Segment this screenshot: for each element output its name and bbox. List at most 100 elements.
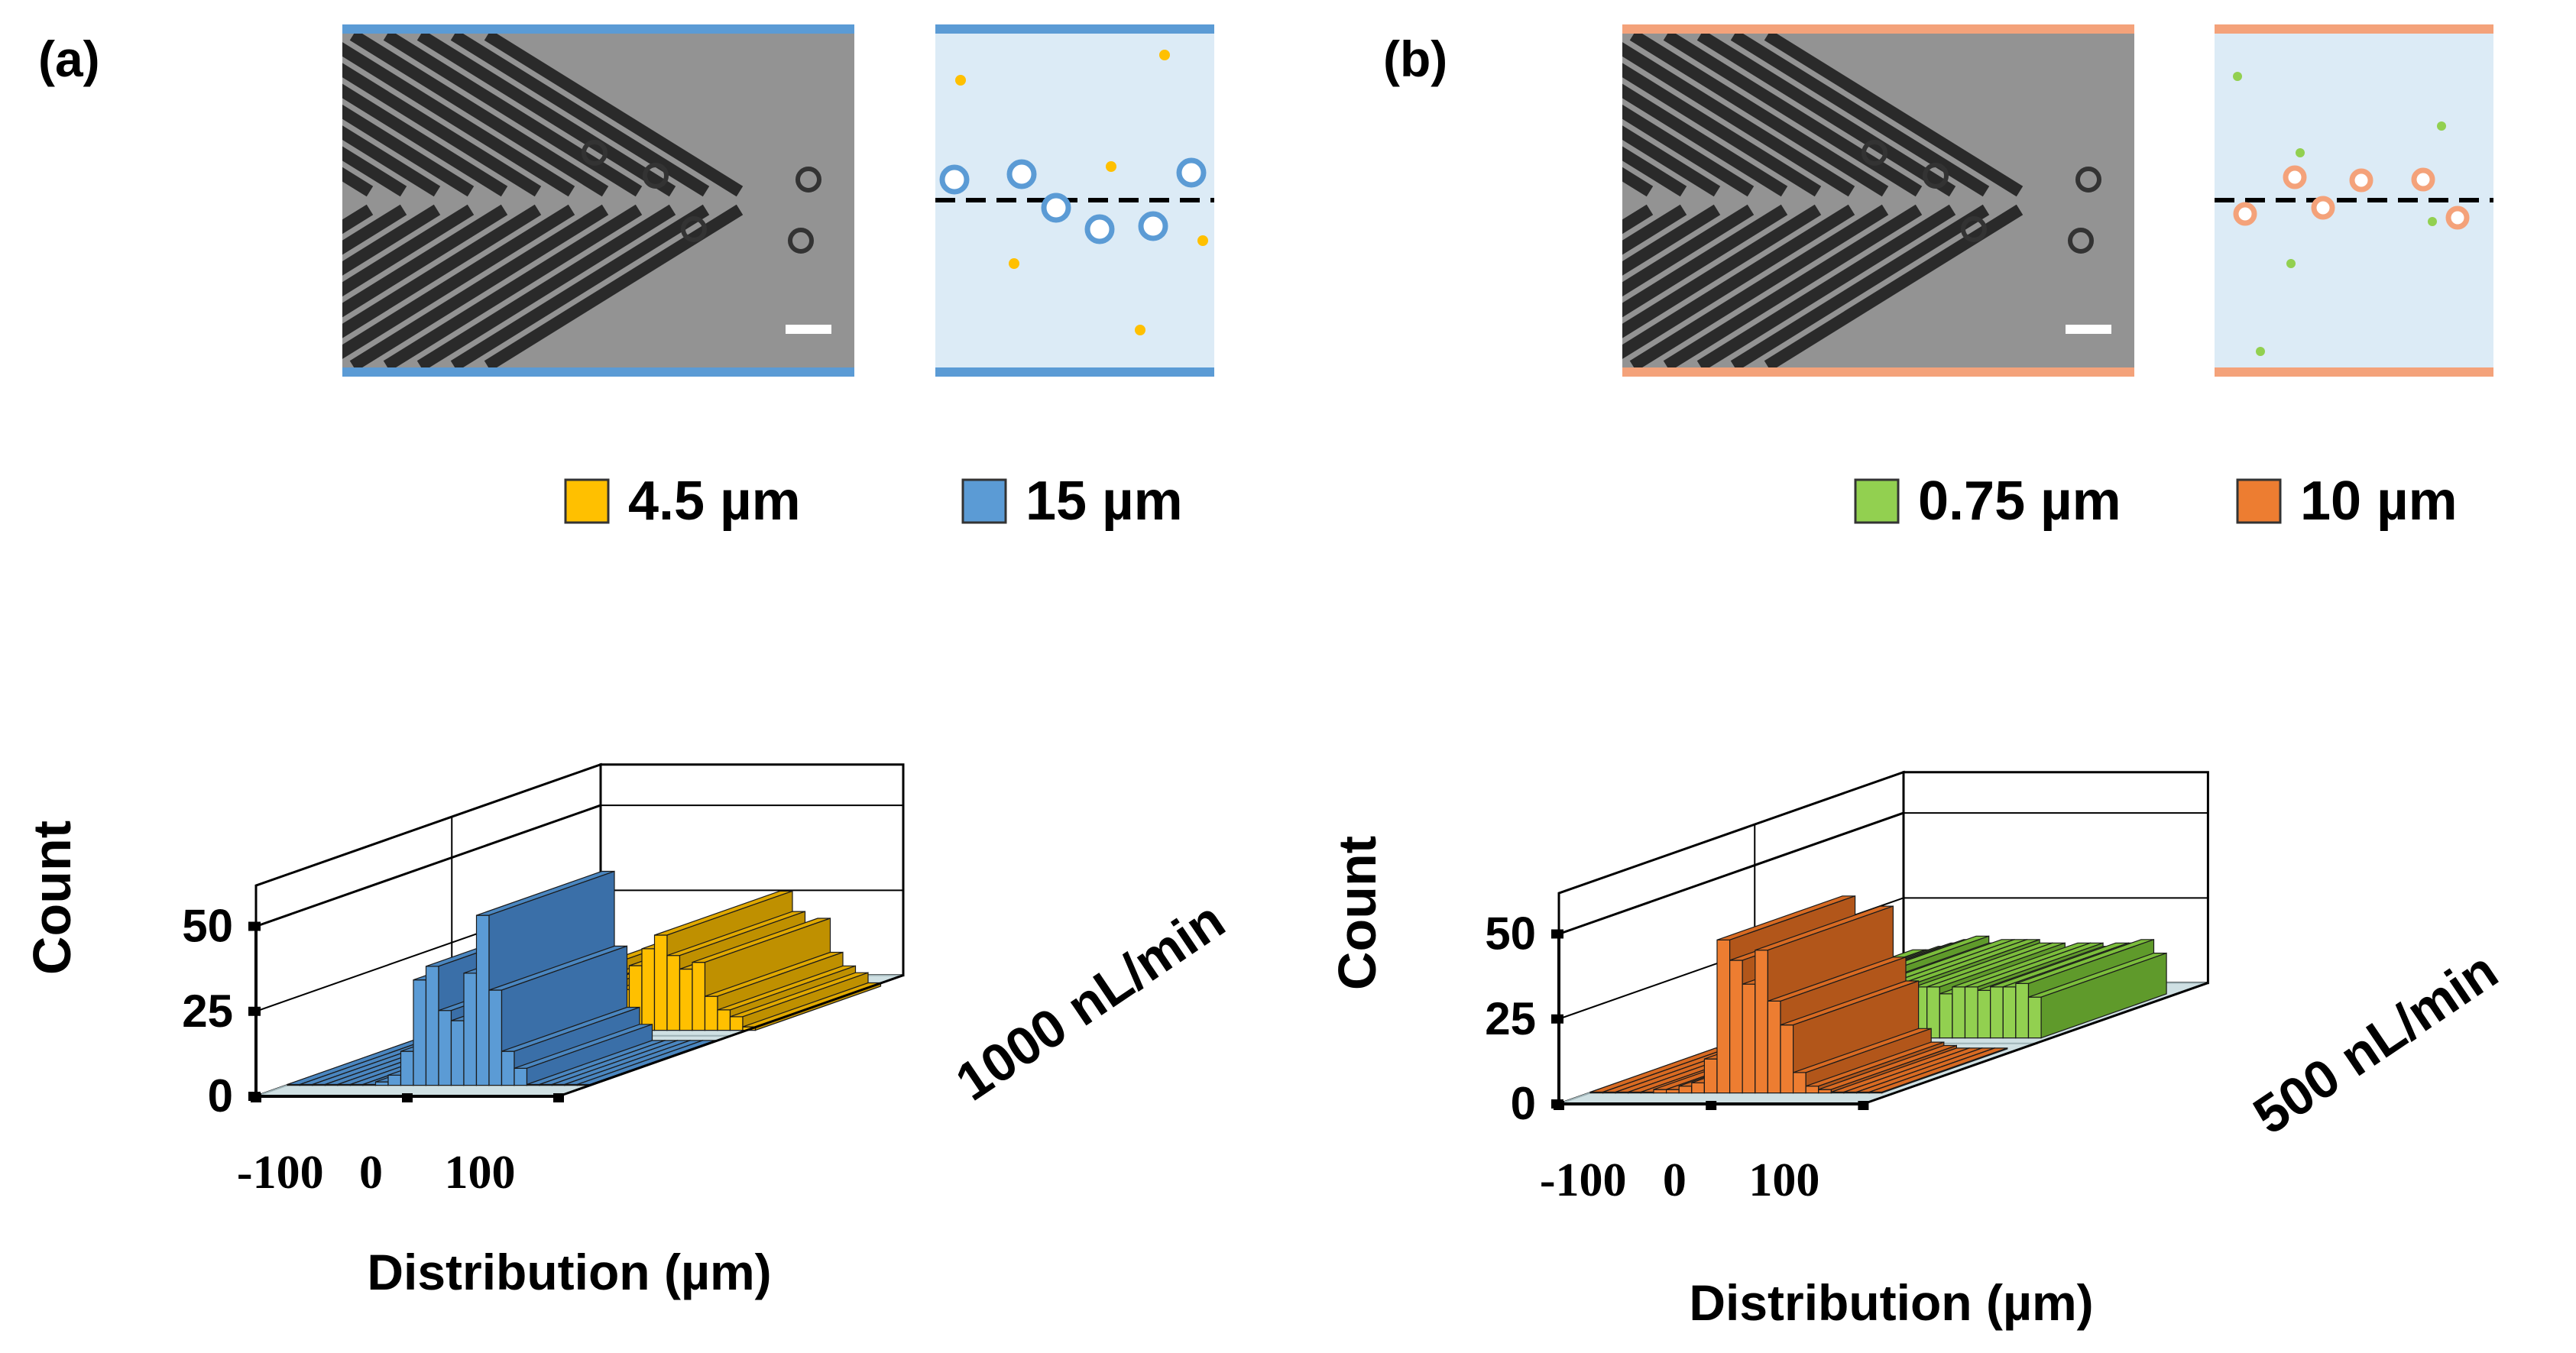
x-tick-mark	[251, 1093, 261, 1102]
bar-large-particle	[1755, 950, 1768, 1094]
z-axis	[1862, 982, 2208, 1105]
small-particle	[2256, 347, 2265, 356]
y-tick-mark	[1551, 929, 1563, 939]
bar-small-particle	[1939, 993, 1953, 1039]
bar-large-particle	[1805, 1086, 1819, 1094]
bar-large-particle	[1818, 1089, 1832, 1094]
small-particle	[1159, 50, 1170, 60]
z-axis-title: 1000 nL/min	[945, 890, 1235, 1112]
bar-small-particle	[2015, 982, 2030, 1039]
groove-lower	[484, 204, 744, 371]
groove-upper	[1622, 104, 1755, 197]
bar-small-particle	[1952, 986, 1966, 1039]
groove-lower	[383, 204, 643, 371]
channel-wall-bottom	[342, 367, 854, 377]
bar-large-particle-side	[1881, 1047, 2008, 1094]
channel-wall-top	[342, 24, 854, 34]
groove-upper	[342, 167, 374, 197]
bar-small-particle	[666, 955, 681, 1031]
groove-upper	[1629, 31, 1889, 197]
groove-lower	[1730, 204, 1990, 371]
bar-large-particle	[438, 1010, 452, 1086]
bar-small-particle	[2002, 986, 2017, 1039]
groove-lower	[450, 204, 710, 371]
y-tick-label: 50	[182, 901, 233, 952]
large-particle	[2311, 196, 2335, 220]
x-tick-label: 100	[445, 1147, 516, 1199]
groove-lower	[342, 204, 575, 359]
large-particle	[939, 164, 970, 195]
small-particle	[1106, 161, 1116, 172]
scale-bar	[786, 325, 831, 334]
bar-small-particle	[729, 1016, 744, 1031]
groove-upper	[450, 31, 710, 197]
groove-lower	[342, 204, 374, 235]
y-tick-mark	[1551, 1014, 1563, 1024]
x-axis-title: Distribution (µm)	[1689, 1274, 2093, 1331]
particle	[582, 140, 608, 166]
bar-large-particle	[1691, 1082, 1705, 1094]
y-axis-title: Count	[1327, 836, 1387, 990]
panel-label: (a)	[38, 31, 100, 87]
bar-small-particle	[641, 948, 656, 1031]
groove-lower	[342, 204, 475, 297]
bar-large-particle	[501, 1050, 515, 1086]
panel-label: (b)	[1383, 31, 1447, 87]
bar-large-particle	[450, 1020, 465, 1086]
groove-upper	[1764, 31, 2024, 197]
small-particle	[955, 75, 966, 86]
particle	[681, 216, 707, 242]
bar-large-particle	[1666, 1089, 1680, 1094]
legend: 0.75 µm 10 µm	[1854, 471, 2458, 532]
y-tick-label: 50	[1485, 908, 1536, 960]
groove-upper	[1622, 42, 1855, 197]
groove-lower	[1330, 210, 1583, 367]
groove-lower	[349, 204, 609, 371]
y-tick-label: 25	[1485, 993, 1536, 1044]
x-tick-mark	[1706, 1101, 1717, 1110]
groove-lower	[1622, 204, 1822, 338]
large-particle	[2445, 206, 2470, 230]
small-particle	[1197, 235, 1208, 246]
groove-upper	[1622, 63, 1822, 197]
large-particle	[1006, 159, 1037, 189]
bar-large-particle	[374, 1081, 389, 1086]
micrograph-image	[50, 24, 854, 377]
legend-swatch	[1854, 478, 1900, 524]
x-tick-mark	[402, 1093, 413, 1102]
x-tick-mark	[1858, 1101, 1869, 1110]
legend-swatch	[961, 478, 1007, 524]
large-particle	[2411, 167, 2435, 192]
groove-lower	[50, 210, 303, 367]
channel-wall-top	[2215, 24, 2493, 34]
groove-lower	[342, 204, 542, 338]
groove-lower	[1764, 204, 2024, 371]
large-particle	[1084, 214, 1115, 244]
particle	[643, 163, 669, 189]
bar-large-particle	[400, 1050, 414, 1086]
bar-small-particle	[704, 995, 718, 1031]
legend-swatch	[564, 478, 610, 524]
groove-upper	[342, 125, 441, 197]
bar-large-particle	[463, 973, 478, 1086]
groove-lower	[1364, 210, 1616, 367]
bar-small-particle	[717, 1009, 731, 1031]
bar-large-particle	[1767, 1000, 1781, 1094]
groove-lower	[342, 204, 407, 255]
groove-lower	[342, 204, 441, 276]
bar-large-particle	[425, 966, 439, 1086]
herringbone-grooves	[50, 31, 744, 371]
groove-upper	[84, 35, 336, 192]
particle	[795, 167, 821, 193]
channel-wall-top	[935, 24, 1214, 34]
groove-upper	[342, 104, 475, 197]
channel-wall-bottom	[935, 367, 1214, 377]
groove-upper	[1330, 35, 1583, 192]
bar-large-particle	[488, 989, 503, 1086]
legend: 4.5 µm 15 µm	[564, 471, 1183, 532]
channel-schematic	[2215, 24, 2493, 377]
groove-lower	[1622, 204, 1755, 297]
small-particle	[2233, 72, 2242, 81]
x-tick-label: 100	[1748, 1154, 1819, 1206]
